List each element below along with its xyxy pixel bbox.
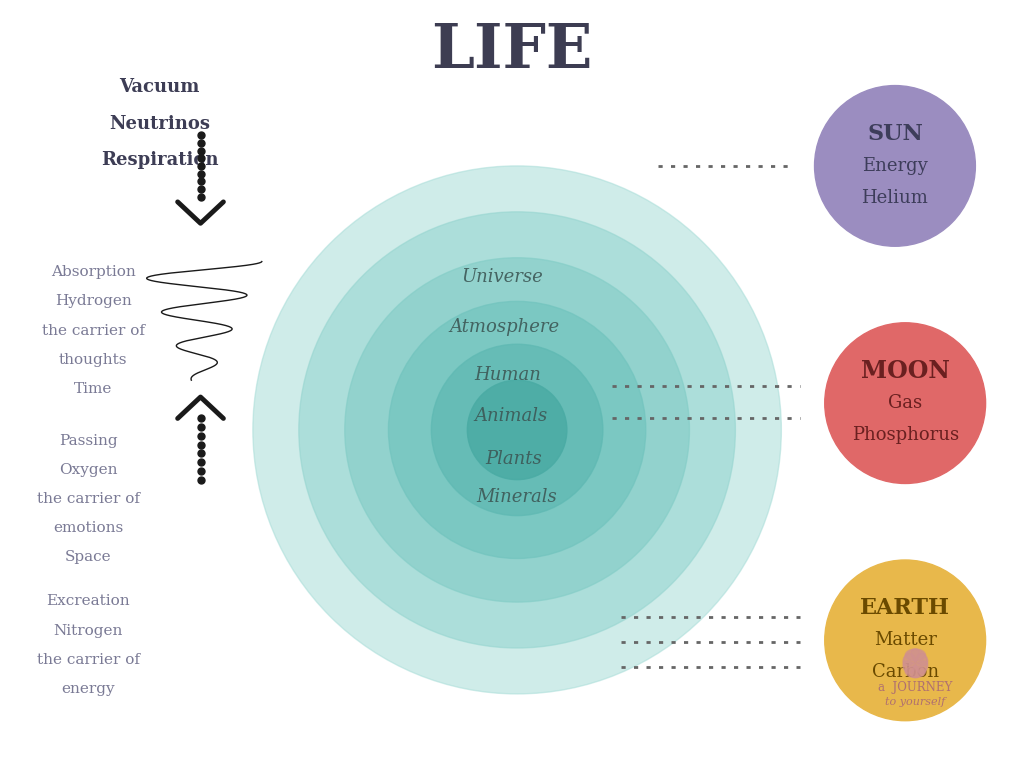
Text: the carrier of: the carrier of [37,492,139,506]
Text: Passing: Passing [59,434,118,448]
Text: Plants: Plants [485,450,543,468]
Text: EARTH: EARTH [860,598,950,619]
Text: Excreation: Excreation [46,594,130,608]
Circle shape [467,380,567,480]
Ellipse shape [915,654,927,674]
Text: Vacuum: Vacuum [120,78,200,96]
Text: Universe: Universe [461,268,543,286]
Ellipse shape [903,654,915,674]
Circle shape [345,258,689,602]
Circle shape [388,301,646,558]
Text: energy: energy [61,682,115,696]
Text: the carrier of: the carrier of [37,653,139,667]
Text: Hydrogen: Hydrogen [55,294,132,309]
Text: Animals: Animals [474,407,548,425]
Ellipse shape [911,649,928,666]
Circle shape [824,323,985,484]
Circle shape [814,85,976,247]
Circle shape [431,344,603,515]
Text: Time: Time [74,382,113,396]
Text: Human: Human [474,366,542,384]
Text: Gas: Gas [888,394,923,412]
Text: Matter: Matter [873,631,937,650]
Text: Energy: Energy [862,157,928,175]
Text: Respiration: Respiration [101,151,218,170]
Text: Absorption: Absorption [51,266,135,280]
Text: SUN: SUN [867,123,923,145]
Text: to yourself: to yourself [886,697,945,707]
Text: Helium: Helium [861,189,929,207]
Ellipse shape [903,649,920,666]
Text: thoughts: thoughts [59,353,128,366]
Text: Oxygen: Oxygen [59,463,118,477]
Circle shape [253,166,781,694]
Text: Nitrogen: Nitrogen [53,624,123,637]
Text: MOON: MOON [860,359,949,383]
Text: Atmosphere: Atmosphere [450,318,560,336]
Ellipse shape [905,649,926,660]
Circle shape [824,560,985,720]
Text: Phosphorus: Phosphorus [852,426,958,444]
Text: Space: Space [65,550,112,564]
Text: the carrier of: the carrier of [42,323,144,338]
Text: emotions: emotions [53,521,123,535]
Ellipse shape [911,661,928,677]
Text: a  JOURNEY: a JOURNEY [879,681,952,694]
Circle shape [299,212,735,648]
Text: LIFE: LIFE [431,22,593,81]
Text: Neutrinos: Neutrinos [110,114,210,133]
Ellipse shape [905,666,926,677]
Text: Minerals: Minerals [477,488,557,506]
Ellipse shape [903,661,920,677]
Text: Carbon: Carbon [871,664,939,681]
